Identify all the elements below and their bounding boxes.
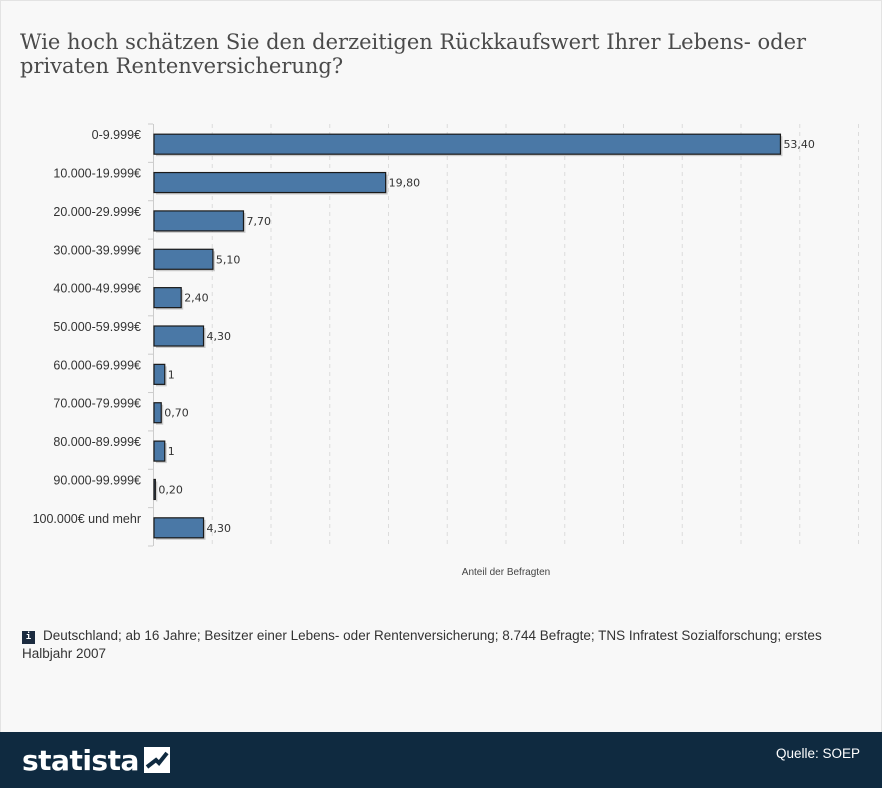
bar [153,287,182,309]
category-label: 30.000-39.999€ [53,243,141,257]
bar [153,171,387,194]
category-label: 80.000-89.999€ [53,435,141,449]
note-text: Deutschland; ab 16 Jahre; Besitzer einer… [22,628,822,661]
value-label: 0,70 [164,407,189,420]
bar [153,210,245,232]
bar [153,478,156,501]
chart-note: i Deutschland; ab 16 Jahre; Besitzer eine… [22,627,872,663]
bar-shadow [156,481,158,502]
bar [153,517,205,539]
category-label: 40.000-49.999€ [53,282,141,296]
category-label: 10.000-19.999€ [53,167,141,181]
bar [153,133,782,155]
value-label: 1 [168,445,175,458]
category-label: 60.000-69.999€ [53,358,141,372]
brand-name: statista [22,743,139,777]
category-label: 0-9.999€ [92,128,141,142]
source-label: Quelle: SOEP [775,746,860,761]
statista-logo[interactable]: statista [22,742,170,778]
value-label: 53,40 [783,138,815,151]
category-label: 70.000-79.999€ [53,397,141,411]
category-label: 50.000-59.999€ [53,320,141,334]
category-label: 20.000-29.999€ [53,205,141,219]
value-label: 2,40 [184,292,209,305]
value-label: 1 [168,368,175,381]
chart-title: Wie hoch schätzen Sie den derzeitigen Rü… [20,30,807,78]
value-label: 7,70 [246,215,271,228]
bar [153,363,166,385]
footer: statista Quelle: SOEP [0,732,882,788]
value-label: 5,10 [216,253,241,266]
value-label: 0,20 [158,483,183,496]
bar [153,440,166,462]
bar [153,248,214,270]
info-icon[interactable]: i [22,631,35,644]
statista-logo-icon [143,747,170,773]
bar-chart: 0-9.999€ 53,40 10.000-19.999€ 19,80 20.000-2… [33,123,859,547]
value-label: 19,80 [389,177,421,190]
category-label: 100.000€ und mehr [33,512,141,526]
value-label: 4,30 [207,330,232,343]
bar [153,402,162,424]
x-axis-title: Anteil der Befragten [461,567,551,578]
bar [153,325,205,347]
category-label: 90.000-99.999€ [53,473,141,487]
value-label: 4,30 [207,522,232,535]
